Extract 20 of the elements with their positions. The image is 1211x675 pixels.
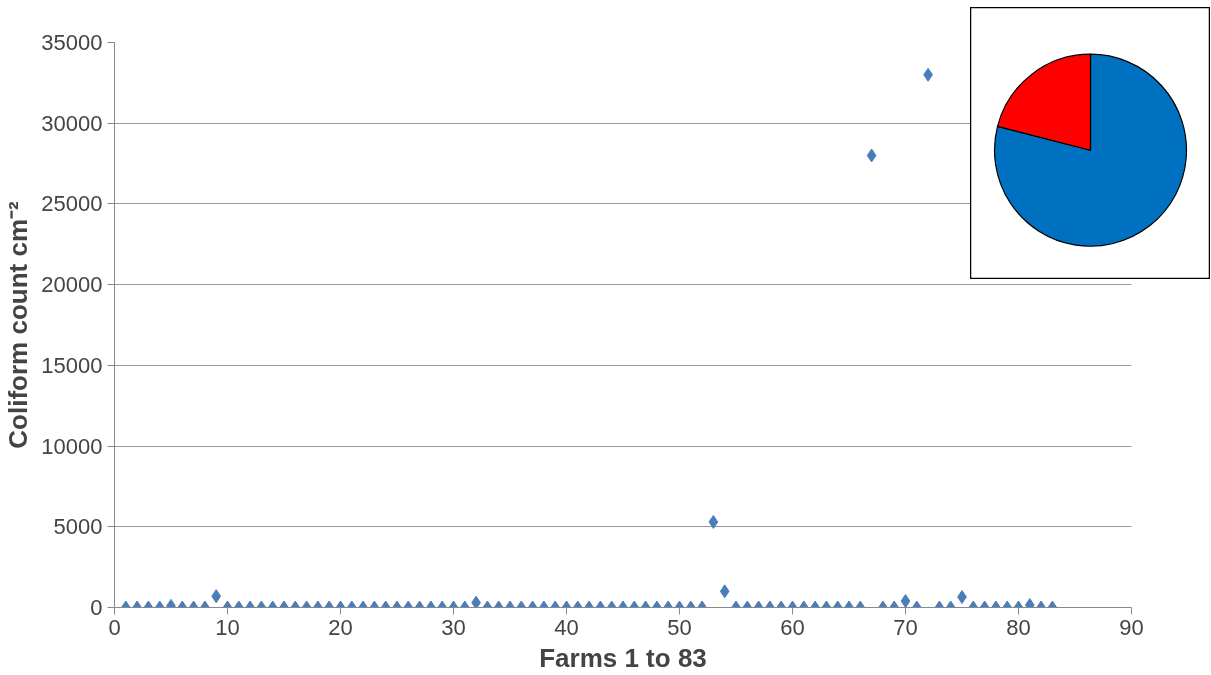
y-tick-label: 0 — [90, 595, 103, 620]
y-tick-label: 30000 — [41, 110, 103, 136]
x-axis-title: Farms 1 to 83 — [539, 642, 707, 673]
y-tick-label: 10000 — [41, 433, 103, 459]
x-tick-label: 50 — [667, 614, 692, 640]
x-tick-label: 80 — [1006, 614, 1031, 640]
y-tick-label: 25000 — [41, 191, 103, 217]
x-tick-label: 90 — [1119, 614, 1144, 640]
y-tick-label: 5000 — [53, 514, 103, 540]
y-axis-title: Coliform count cm⁻² — [3, 200, 34, 449]
x-tick-label: 70 — [893, 614, 918, 640]
y-tick-label: 35000 — [41, 30, 103, 55]
x-tick-label: 10 — [215, 614, 240, 640]
y-tick-label: 15000 — [41, 352, 103, 378]
x-tick-label: 40 — [554, 614, 579, 640]
x-tick-label: 30 — [441, 614, 466, 640]
x-tick-label: 60 — [780, 614, 805, 640]
y-tick-label: 20000 — [41, 272, 103, 298]
x-tick-label: 20 — [328, 614, 353, 640]
x-tick-label: 0 — [108, 614, 121, 640]
